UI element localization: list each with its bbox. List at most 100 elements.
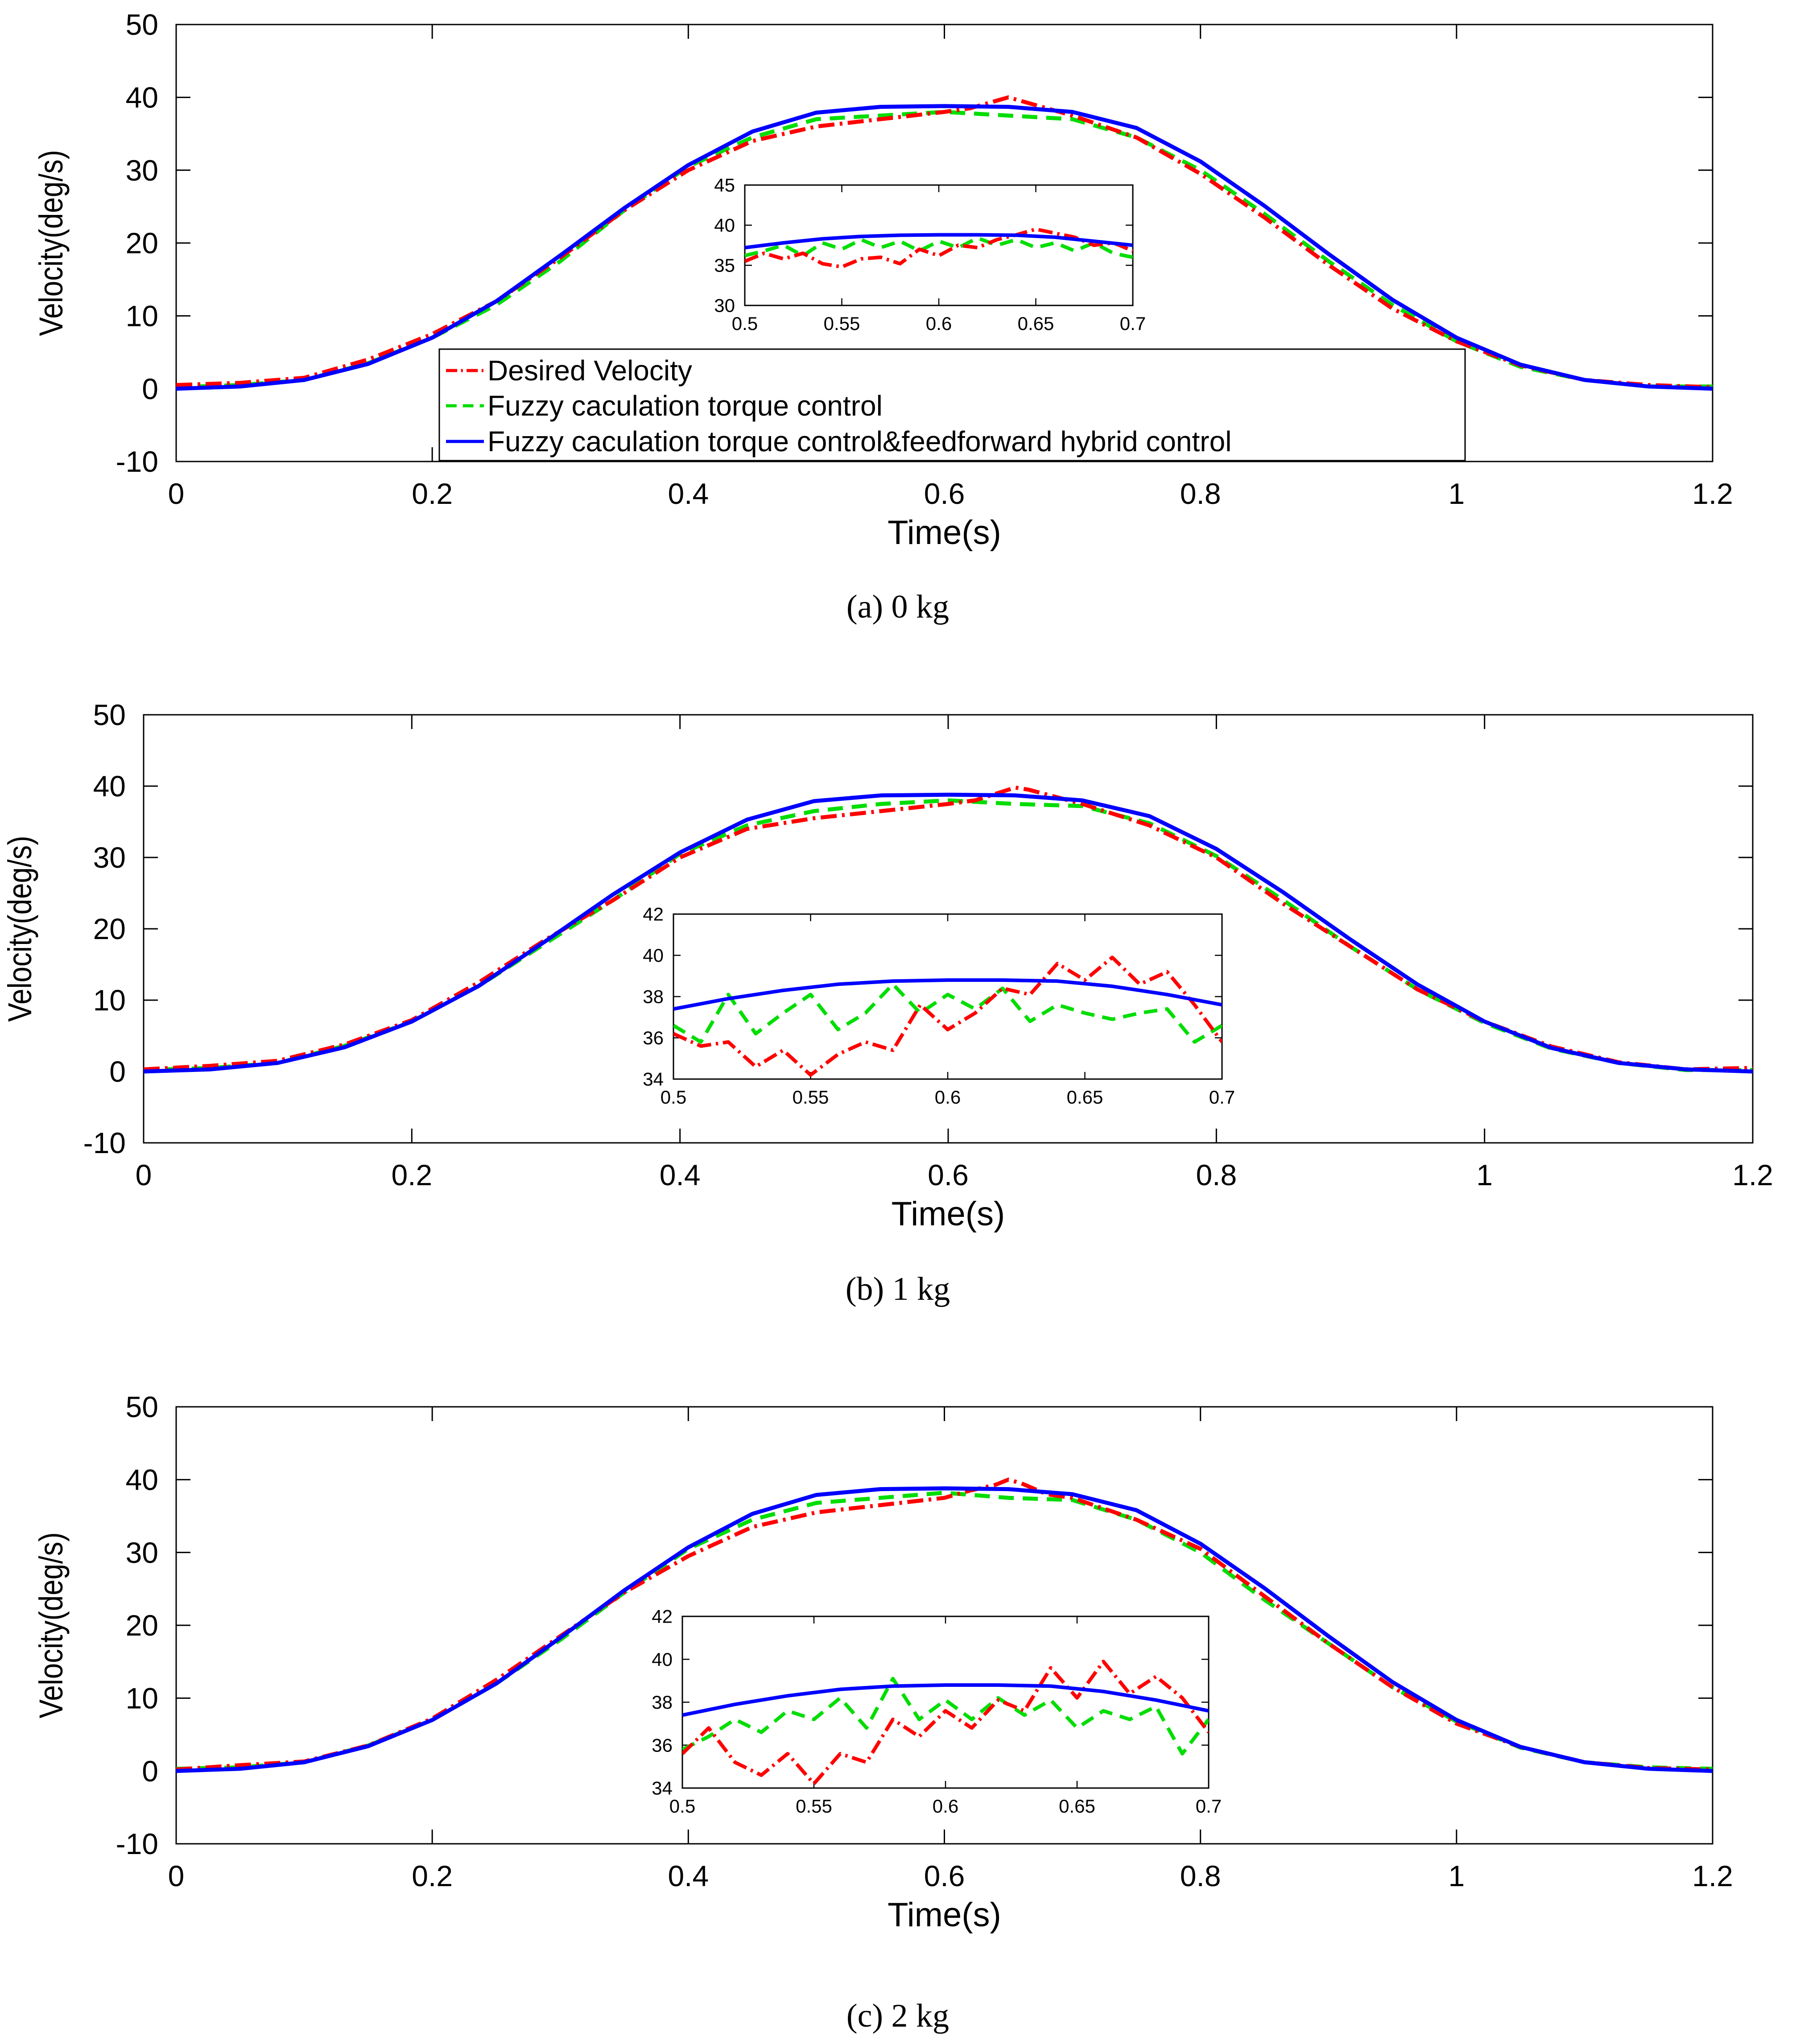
inset-x-tick-label: 0.5 xyxy=(732,313,758,334)
y-tick-label: 40 xyxy=(93,770,126,803)
inset-x-tick-label: 0.65 xyxy=(1018,313,1054,334)
inset-plot-frame xyxy=(681,1615,1210,1789)
inset-x-tick-label: 0.55 xyxy=(793,1087,829,1108)
inset-y-tick-label: 34 xyxy=(643,1069,664,1090)
x-tick-label: 0.4 xyxy=(668,477,709,510)
x-tick-label: 1 xyxy=(1476,1158,1493,1191)
x-axis-label: Time(s) xyxy=(892,1195,1005,1233)
inset-y-tick-label: 42 xyxy=(643,904,664,925)
x-tick-label: 0.4 xyxy=(668,1859,709,1892)
inset-x-tick-label: 0.5 xyxy=(661,1087,686,1108)
inset-x-tick-label: 0.5 xyxy=(669,1796,695,1817)
y-tick-label: 50 xyxy=(126,8,158,41)
inset-zoom-plot: 0.5 0.55 0.6 0.65 0.7 30 35 40 45 xyxy=(714,175,1146,334)
x-tick-label: 0.8 xyxy=(1180,477,1221,510)
inset-y-tick-label: 40 xyxy=(714,215,735,236)
y-tick-label: 30 xyxy=(93,841,126,874)
inset-plot-frame xyxy=(744,184,1134,306)
inset-y-tick-label: 36 xyxy=(652,1735,673,1756)
inset-y-tick-label: 40 xyxy=(652,1649,673,1670)
x-tick-label: 0.8 xyxy=(1180,1859,1221,1892)
x-tick-label: 1.2 xyxy=(1692,1859,1733,1892)
inset-y-tick-label: 45 xyxy=(714,175,735,196)
y-tick-label: 50 xyxy=(93,698,126,731)
inset-series-desired-line xyxy=(745,227,1133,269)
x-tick-label: 1 xyxy=(1448,477,1465,510)
x-tick-label: 0.6 xyxy=(928,1158,969,1191)
series-hybrid-line xyxy=(176,1486,1713,1773)
inset-x-tick-label: 0.55 xyxy=(796,1796,832,1817)
x-tick-label: 0.6 xyxy=(924,1859,965,1892)
inset-series-hybrid-line xyxy=(682,1683,1209,1717)
x-tick-label: 0.2 xyxy=(391,1158,432,1191)
inset-series-fuzzy-line xyxy=(682,1677,1209,1756)
chart-panel-1: 0 0.2 0.4 0.6 0.8 1 1.2 -10 0 10 20 30 40 50 Time(s) Ve… xyxy=(33,8,1733,625)
legend-label-hybrid: Fuzzy caculation torque control&feedforw… xyxy=(487,425,1231,457)
y-axis-label: Velocity(deg/s) xyxy=(33,150,70,336)
y-tick-label: 10 xyxy=(126,299,158,332)
y-axis-label: Velocity(deg/s) xyxy=(33,1532,70,1718)
inset-series-hybrid-line xyxy=(745,233,1133,250)
series-desired-line xyxy=(176,1477,1713,1772)
inset-x-tick-label: 0.65 xyxy=(1059,1796,1095,1817)
y-tick-label: 20 xyxy=(126,1609,158,1642)
y-tick-label: 0 xyxy=(109,1055,126,1088)
x-tick-label: 1.2 xyxy=(1732,1158,1773,1191)
inset-zoom-plot: 0.5 0.55 0.6 0.65 0.7 34 36 38 40 42 xyxy=(643,904,1235,1108)
x-tick-label: 0.2 xyxy=(412,1859,453,1892)
inset-y-tick-label: 36 xyxy=(643,1027,664,1048)
inset-y-tick-label: 38 xyxy=(643,986,664,1007)
inset-series-desired-line xyxy=(673,956,1222,1077)
inset-series-fuzzy-line xyxy=(673,982,1222,1044)
series-desired-line xyxy=(144,785,1753,1071)
inset-y-tick-label: 35 xyxy=(714,255,735,276)
y-tick-label: 20 xyxy=(126,227,158,260)
x-tick-label: 0 xyxy=(168,1859,185,1892)
legend-label-desired: Desired Velocity xyxy=(487,354,692,387)
x-tick-label: 0.8 xyxy=(1196,1158,1237,1191)
y-tick-label: 30 xyxy=(126,1536,158,1569)
x-axis-label: Time(s) xyxy=(888,514,1001,552)
y-tick-label: 10 xyxy=(93,984,126,1017)
y-tick-label: 40 xyxy=(126,1463,158,1496)
chart-panel-3: 0 0.2 0.4 0.6 0.8 1 1.2 -10 0 10 20 30 40 50 Time(s) Ve… xyxy=(33,1390,1733,2034)
x-tick-label: 0 xyxy=(136,1158,152,1191)
figure-caption: (a) 0 kg xyxy=(846,589,949,625)
inset-y-tick-label: 40 xyxy=(643,945,664,966)
inset-y-tick-label: 38 xyxy=(652,1692,673,1713)
y-tick-label: 30 xyxy=(126,154,158,187)
y-tick-label: 0 xyxy=(142,1755,158,1788)
inset-x-tick-label: 0.6 xyxy=(935,1087,961,1108)
x-axis-label: Time(s) xyxy=(888,1896,1001,1934)
inset-y-tick-label: 34 xyxy=(652,1778,673,1799)
x-tick-label: 1 xyxy=(1448,1859,1465,1892)
inset-x-tick-label: 0.7 xyxy=(1120,313,1146,334)
figure-caption: (c) 2 kg xyxy=(846,1998,949,2034)
inset-series-desired-line xyxy=(682,1660,1209,1786)
legend-label-fuzzy: Fuzzy caculation torque control xyxy=(487,390,883,422)
figure-caption: (b) 1 kg xyxy=(846,1271,950,1307)
y-tick-label: 50 xyxy=(126,1390,158,1423)
series-hybrid-line xyxy=(176,104,1713,391)
series-desired-line xyxy=(176,95,1713,389)
inset-x-tick-label: 0.55 xyxy=(824,313,860,334)
y-tick-label: 10 xyxy=(126,1681,158,1714)
inset-series-hybrid-line xyxy=(673,978,1222,1011)
y-tick-label: 20 xyxy=(93,912,126,945)
inset-series-fuzzy-line xyxy=(745,236,1133,259)
y-tick-label: 0 xyxy=(142,372,158,405)
x-tick-label: 0.6 xyxy=(924,477,965,510)
x-tick-label: 0 xyxy=(168,477,185,510)
inset-x-tick-label: 0.7 xyxy=(1209,1087,1235,1108)
chart-panel-2: 0 0.2 0.4 0.6 0.8 1 1.2 -10 0 10 20 30 40 50 Time(s) Ve… xyxy=(2,698,1773,1307)
y-tick-label: -10 xyxy=(116,445,158,478)
inset-x-tick-label: 0.6 xyxy=(926,313,952,334)
y-axis-label: Velocity(deg/s) xyxy=(2,836,39,1022)
x-tick-label: 0.2 xyxy=(412,477,453,510)
series-hybrid-line xyxy=(144,792,1753,1074)
inset-x-tick-label: 0.7 xyxy=(1196,1796,1222,1817)
inset-y-tick-label: 42 xyxy=(652,1606,673,1627)
x-tick-label: 1.2 xyxy=(1692,477,1733,510)
